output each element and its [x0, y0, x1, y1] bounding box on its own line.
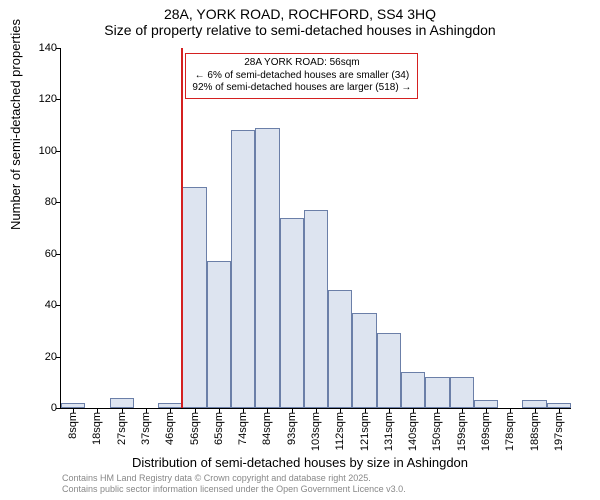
- x-tick-label: 140sqm: [407, 412, 419, 451]
- histogram-bar: [377, 333, 401, 408]
- y-tick-label: 40: [27, 299, 57, 311]
- histogram-bar: [182, 187, 206, 408]
- chart-area: 0204060801001201408sqm18sqm27sqm37sqm46s…: [60, 48, 570, 408]
- chart-title-block: 28A, YORK ROAD, ROCHFORD, SS4 3HQ Size o…: [0, 0, 600, 38]
- histogram-bar: [352, 313, 376, 408]
- attribution-line1: Contains HM Land Registry data © Crown c…: [62, 473, 406, 484]
- x-tick-label: 65sqm: [213, 412, 225, 445]
- histogram-bar: [425, 377, 449, 408]
- x-tick-label: 197sqm: [553, 412, 565, 451]
- x-tick-label: 84sqm: [261, 412, 273, 445]
- marker-callout: 28A YORK ROAD: 56sqm← 6% of semi-detache…: [185, 53, 418, 99]
- x-tick-label: 103sqm: [310, 412, 322, 451]
- x-tick-label: 8sqm: [67, 412, 79, 439]
- x-tick-label: 46sqm: [164, 412, 176, 445]
- x-tick-label: 112sqm: [334, 412, 346, 450]
- histogram-bar: [255, 128, 279, 408]
- x-tick-label: 159sqm: [456, 412, 468, 451]
- y-tick-label: 0: [27, 402, 57, 414]
- x-tick-label: 74sqm: [237, 412, 249, 445]
- y-axis-label: Number of semi-detached properties: [8, 19, 23, 230]
- y-tick-label: 80: [27, 196, 57, 208]
- histogram-bar: [401, 372, 425, 408]
- histogram-bar: [207, 261, 231, 408]
- x-tick-label: 150sqm: [431, 412, 443, 451]
- x-tick-label: 131sqm: [383, 412, 395, 451]
- x-tick-label: 18sqm: [91, 412, 103, 445]
- chart-title-line2: Size of property relative to semi-detach…: [0, 22, 600, 38]
- histogram-bar: [522, 400, 546, 408]
- y-tick-label: 60: [27, 248, 57, 260]
- y-tick-label: 120: [27, 93, 57, 105]
- plot-region: 0204060801001201408sqm18sqm27sqm37sqm46s…: [60, 48, 571, 409]
- x-tick-label: 178sqm: [504, 412, 516, 451]
- callout-line3: 92% of semi-detached houses are larger (…: [192, 82, 411, 95]
- x-tick-label: 27sqm: [116, 412, 128, 445]
- property-marker-line: [181, 48, 183, 408]
- x-axis-label: Distribution of semi-detached houses by …: [0, 455, 600, 470]
- attribution-text: Contains HM Land Registry data © Crown c…: [62, 473, 406, 495]
- x-tick-label: 188sqm: [529, 412, 541, 451]
- histogram-bar: [328, 290, 352, 408]
- y-tick-label: 100: [27, 145, 57, 157]
- x-tick-label: 93sqm: [286, 412, 298, 445]
- histogram-bar: [110, 398, 134, 408]
- chart-title-line1: 28A, YORK ROAD, ROCHFORD, SS4 3HQ: [0, 6, 600, 22]
- histogram-bar: [280, 218, 304, 408]
- histogram-bar: [304, 210, 328, 408]
- x-tick-label: 121sqm: [359, 412, 371, 451]
- histogram-bar: [450, 377, 474, 408]
- histogram-bar: [231, 130, 255, 408]
- y-tick-label: 140: [27, 42, 57, 54]
- histogram-bar: [474, 400, 498, 408]
- x-tick-label: 169sqm: [480, 412, 492, 451]
- x-tick-label: 37sqm: [140, 412, 152, 445]
- callout-line2: ← 6% of semi-detached houses are smaller…: [192, 70, 411, 83]
- attribution-line2: Contains public sector information licen…: [62, 484, 406, 495]
- x-tick-label: 56sqm: [189, 412, 201, 445]
- callout-line1: 28A YORK ROAD: 56sqm: [192, 57, 411, 70]
- y-tick-label: 20: [27, 351, 57, 363]
